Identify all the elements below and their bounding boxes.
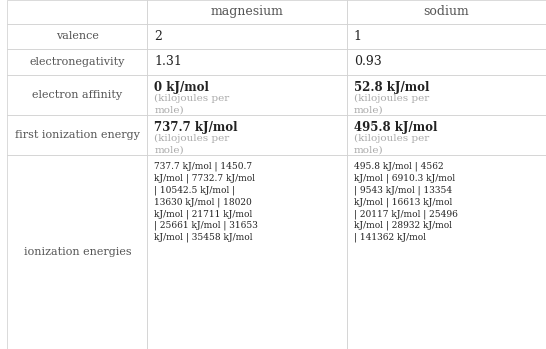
Text: (kilojoules per
mole): (kilojoules per mole)	[354, 94, 429, 114]
Text: (kilojoules per
mole): (kilojoules per mole)	[155, 94, 230, 114]
Text: (kilojoules per
mole): (kilojoules per mole)	[354, 134, 429, 155]
Text: 0.93: 0.93	[354, 55, 382, 68]
Text: 1: 1	[354, 30, 362, 43]
Bar	[147, 75, 347, 115]
Bar	[147, 155, 347, 349]
Bar	[8, 49, 147, 75]
Bar	[8, 24, 147, 49]
Bar	[8, 0, 147, 24]
Bar	[347, 0, 546, 24]
Text: magnesium: magnesium	[211, 5, 283, 18]
Bar	[347, 75, 546, 115]
Bar	[147, 115, 347, 155]
Text: (kilojoules per
mole): (kilojoules per mole)	[155, 134, 230, 155]
Text: sodium: sodium	[424, 5, 469, 18]
Text: 2: 2	[155, 30, 162, 43]
Text: 495.8 kJ/mol | 4562
kJ/mol | 6910.3 kJ/mol
| 9543 kJ/mol | 13354
kJ/mol | 16613 : 495.8 kJ/mol | 4562 kJ/mol | 6910.3 kJ/m…	[354, 161, 458, 243]
Bar	[347, 115, 546, 155]
Text: electron affinity: electron affinity	[32, 90, 122, 100]
Text: 52.8 kJ/mol: 52.8 kJ/mol	[354, 81, 429, 94]
Text: first ionization energy: first ionization energy	[15, 130, 140, 140]
Text: 737.7 kJ/mol | 1450.7
kJ/mol | 7732.7 kJ/mol
| 10542.5 kJ/mol |
13630 kJ/mol | 1: 737.7 kJ/mol | 1450.7 kJ/mol | 7732.7 kJ…	[155, 161, 258, 243]
Bar	[147, 0, 347, 24]
Bar	[347, 155, 546, 349]
Bar	[147, 24, 347, 49]
Bar	[8, 155, 147, 349]
Text: 1.31: 1.31	[155, 55, 182, 68]
Text: ionization energies: ionization energies	[23, 247, 131, 257]
Bar	[347, 49, 546, 75]
Bar	[8, 75, 147, 115]
Bar	[8, 115, 147, 155]
Bar	[147, 49, 347, 75]
Bar	[347, 24, 546, 49]
Text: valence: valence	[56, 31, 99, 42]
Text: 495.8 kJ/mol: 495.8 kJ/mol	[354, 121, 437, 134]
Text: 0 kJ/mol: 0 kJ/mol	[155, 81, 209, 94]
Text: electronegativity: electronegativity	[29, 57, 125, 67]
Text: 737.7 kJ/mol: 737.7 kJ/mol	[155, 121, 238, 134]
